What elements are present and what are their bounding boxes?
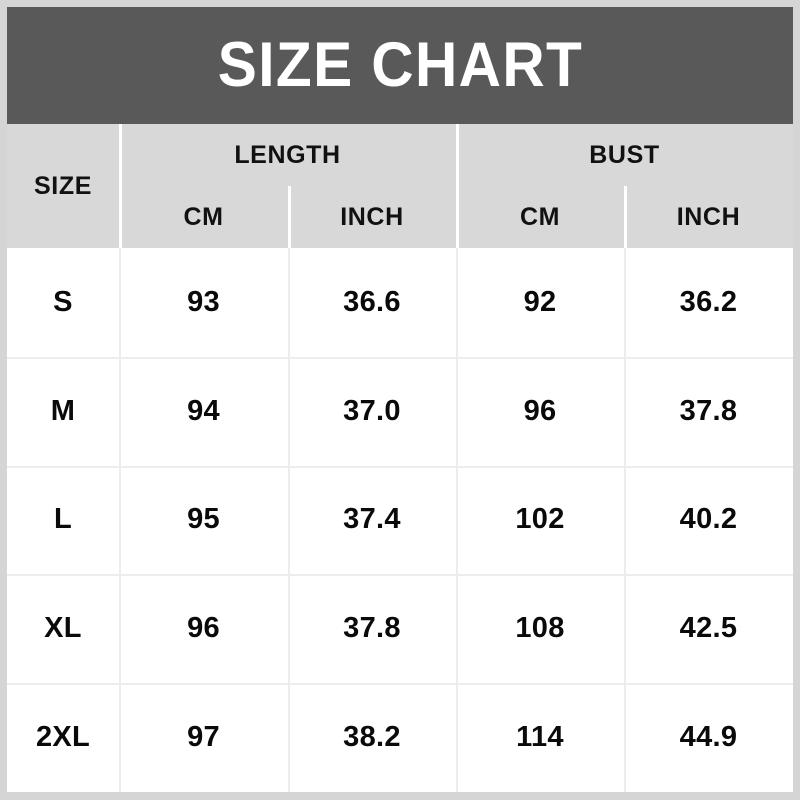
header-divider-length-units [288, 186, 291, 248]
header-divider-group [456, 124, 459, 248]
cell-size: L [53, 503, 72, 536]
cell-bust-cm: 92 [523, 285, 557, 318]
size-chart-container: SIZE CHART SIZE LENGTH BUST CM INCH CM I… [7, 7, 793, 792]
cell-length-inch: 36.6 [343, 285, 401, 318]
cell-bust-cm: 96 [523, 394, 557, 427]
cell-bust-cm: 114 [516, 721, 564, 754]
cell-bust-inch: 44.9 [679, 721, 738, 754]
table-row: M 94 37.0 96 37.8 [7, 357, 793, 466]
cell-size: M [50, 394, 76, 427]
body-divider-3 [456, 248, 458, 792]
cell-length-cm: 96 [187, 612, 220, 645]
cell-bust-inch: 40.2 [679, 503, 738, 536]
column-header-size: SIZE [34, 171, 92, 200]
table-row: S 93 36.6 92 36.2 [7, 248, 793, 357]
cell-length-inch: 37.0 [343, 394, 401, 427]
row-divider [7, 683, 793, 686]
header-divider-bust-units [624, 186, 627, 248]
row-divider [7, 465, 793, 468]
column-group-header-bust: BUST [589, 140, 660, 169]
cell-bust-inch: 36.2 [679, 285, 738, 318]
cell-size: 2XL [35, 721, 91, 754]
cell-bust-inch: 37.8 [679, 394, 738, 427]
cell-length-cm: 95 [187, 503, 220, 536]
cell-length-cm: 97 [187, 721, 220, 754]
cell-length-inch: 38.2 [343, 721, 401, 754]
table-row: L 95 37.4 102 40.2 [7, 466, 793, 575]
table-row: XL 96 37.8 108 42.5 [7, 574, 793, 683]
row-divider [7, 356, 793, 359]
table-body: S 93 36.6 92 36.2 M 94 37.0 96 37.8 L 95… [7, 248, 793, 792]
cell-length-inch: 37.4 [343, 503, 401, 536]
cell-bust-cm: 102 [515, 503, 565, 536]
column-header-length-inch: INCH [340, 202, 404, 231]
column-header-bust-inch: INCH [676, 202, 741, 231]
cell-length-cm: 93 [187, 285, 220, 318]
header-divider-size [119, 124, 122, 248]
cell-bust-cm: 108 [515, 612, 565, 645]
body-divider-2 [288, 248, 290, 792]
page-title: SIZE CHART [217, 30, 583, 100]
table-row: 2XL 97 38.2 114 44.9 [7, 683, 793, 792]
column-group-header-length: LENGTH [234, 140, 341, 169]
cell-length-inch: 37.8 [343, 612, 401, 645]
row-divider [7, 574, 793, 577]
title-bar: SIZE CHART [7, 7, 793, 124]
body-divider-1 [119, 248, 121, 792]
table-column-header: SIZE LENGTH BUST CM INCH CM INCH [7, 124, 793, 248]
column-header-length-cm: CM [183, 202, 224, 231]
cell-size: S [53, 285, 73, 318]
column-header-bust-cm: CM [519, 202, 561, 231]
cell-bust-inch: 42.5 [679, 612, 738, 645]
cell-size: XL [44, 612, 82, 645]
cell-length-cm: 94 [187, 394, 220, 427]
body-divider-4 [624, 248, 626, 792]
